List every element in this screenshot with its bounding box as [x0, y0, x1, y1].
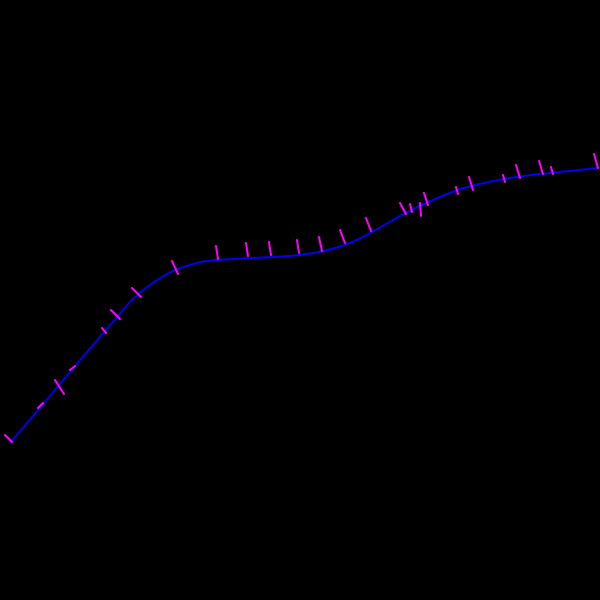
marker: [515, 164, 521, 179]
marker: [550, 166, 554, 175]
marker: [399, 202, 407, 215]
marker: [468, 176, 474, 191]
marker: [215, 245, 219, 260]
marker: [419, 202, 422, 217]
markers: [4, 153, 599, 443]
marker: [409, 203, 413, 213]
marker: [538, 160, 544, 175]
marker: [110, 309, 121, 320]
marker: [69, 365, 76, 371]
marker: [339, 229, 346, 244]
marker: [54, 379, 65, 395]
marker: [131, 287, 142, 298]
marker: [502, 174, 506, 183]
marker: [171, 260, 179, 275]
trajectory: [9, 167, 599, 444]
marker: [37, 402, 44, 409]
marker: [268, 241, 272, 256]
marker: [245, 242, 249, 257]
marker: [455, 186, 459, 195]
marker: [365, 217, 372, 232]
marker: [296, 239, 300, 254]
marker: [4, 434, 13, 443]
marker: [423, 192, 429, 206]
marker: [593, 153, 599, 169]
marker: [101, 327, 107, 334]
marker: [318, 236, 323, 252]
